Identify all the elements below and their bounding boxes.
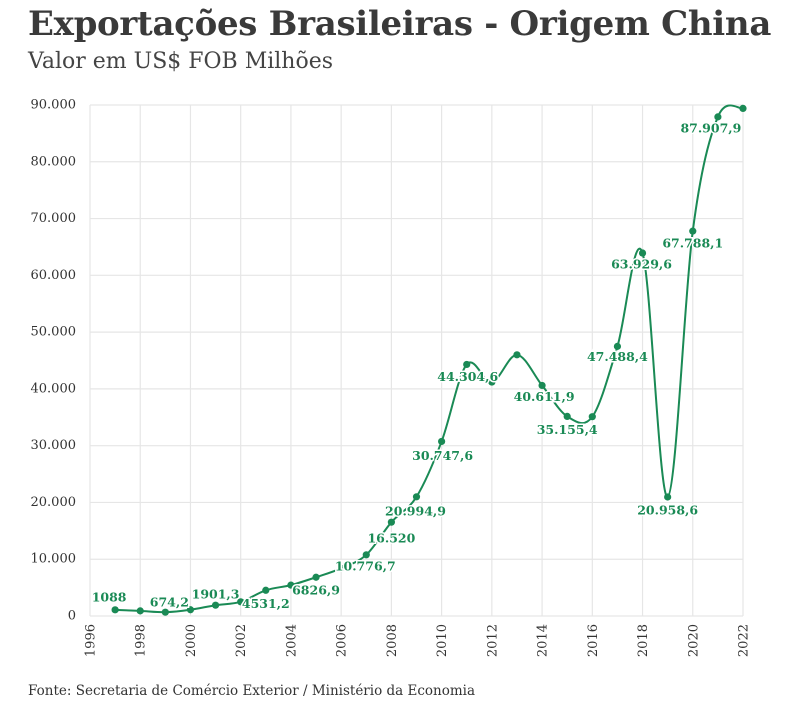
data-point: [563, 412, 571, 420]
data-point: [111, 606, 119, 614]
y-tick-label: 10.000: [31, 552, 77, 567]
x-tick-label: 2014: [536, 624, 551, 657]
data-label: 20.958,6: [637, 503, 698, 518]
data-label: 16.520: [367, 531, 415, 546]
line-chart: 1996 1998 2000 2002 2004 2006 2008 2010 2012 2014…: [31, 98, 752, 658]
data-point: [463, 360, 471, 369]
x-tick-label: 1998: [134, 624, 149, 657]
x-tick-label: 2000: [184, 624, 199, 657]
y-tick-label: 20.000: [31, 495, 77, 510]
data-label: 63.929,6: [611, 257, 672, 272]
x-tick-label: 2004: [284, 624, 299, 657]
y-tick-label: 90.000: [31, 98, 77, 113]
data-label: 87.907,9: [680, 120, 741, 135]
x-tick-label: 2002: [234, 624, 249, 657]
y-tick-label: 80.000: [31, 154, 77, 169]
series-line: [115, 104, 744, 614]
data-point: [161, 608, 169, 616]
data-point: [689, 227, 697, 235]
data-point: [287, 581, 295, 589]
data-point: [312, 573, 320, 581]
data-point: [412, 493, 421, 501]
data-label: 47.488,4: [587, 349, 648, 364]
chart-title: Exportações Brasileiras - Origem China: [28, 4, 772, 44]
x-tick-label: 2008: [385, 624, 400, 657]
data-point: [538, 381, 546, 390]
data-point: [613, 342, 622, 350]
y-tick-label: 40.000: [31, 381, 77, 396]
x-tick-label: 2006: [335, 624, 350, 657]
axis-layer: 1996 1998 2000 2002 2004 2006 2008 2010 2012 2014…: [31, 98, 752, 658]
data-point: [337, 564, 345, 572]
data-label: 35.155,4: [537, 422, 598, 437]
series-layer: [111, 104, 747, 616]
data-point: [488, 378, 496, 386]
data-point: [438, 437, 446, 446]
data-label: 674,2: [150, 595, 189, 610]
data-label: 67.788,1: [662, 236, 723, 251]
data-label: 6826,9: [292, 583, 340, 598]
data-label: 44.304,6: [437, 369, 498, 384]
data-label: 20.994,9: [385, 503, 446, 518]
data-point: [664, 493, 672, 501]
data-point: [387, 518, 395, 526]
data-label: 40.611,9: [514, 389, 575, 404]
data-point: [588, 413, 596, 421]
data-label: 1088: [92, 589, 127, 604]
data-label: 1901,3: [192, 587, 240, 602]
y-tick-label: 30.000: [31, 438, 77, 453]
data-label: 10.776,7: [335, 558, 396, 573]
y-tick-label: 70.000: [31, 211, 77, 226]
data-point: [714, 113, 722, 121]
data-point: [739, 104, 747, 113]
y-tick-label: 60.000: [31, 268, 77, 283]
source-note: Fonte: Secretaria de Comércio Exterior /…: [28, 683, 476, 699]
data-point: [186, 606, 195, 614]
data-point: [362, 551, 370, 559]
data-point: [136, 607, 144, 615]
y-tick-label: 0: [68, 609, 76, 624]
chart-subtitle: Valor em US$ FOB Milhões: [28, 49, 334, 74]
x-tick-label: 2016: [586, 624, 601, 657]
x-tick-label: 2012: [485, 624, 500, 657]
x-tick-label: 1996: [84, 624, 99, 657]
x-tick-label: 2018: [636, 624, 651, 657]
data-point: [237, 598, 245, 606]
x-tick-label: 2022: [737, 624, 752, 657]
grid-layer: [89, 104, 744, 617]
data-label: 30.747,6: [412, 448, 473, 463]
data-point: [262, 586, 270, 594]
y-tick-label: 50.000: [31, 325, 77, 340]
data-point: [638, 249, 647, 257]
data-point: [211, 601, 220, 609]
data-label: 4531,2: [242, 596, 290, 611]
x-tick-label: 2010: [435, 624, 450, 657]
data-point: [513, 351, 521, 359]
x-tick-label: 2020: [686, 624, 701, 657]
